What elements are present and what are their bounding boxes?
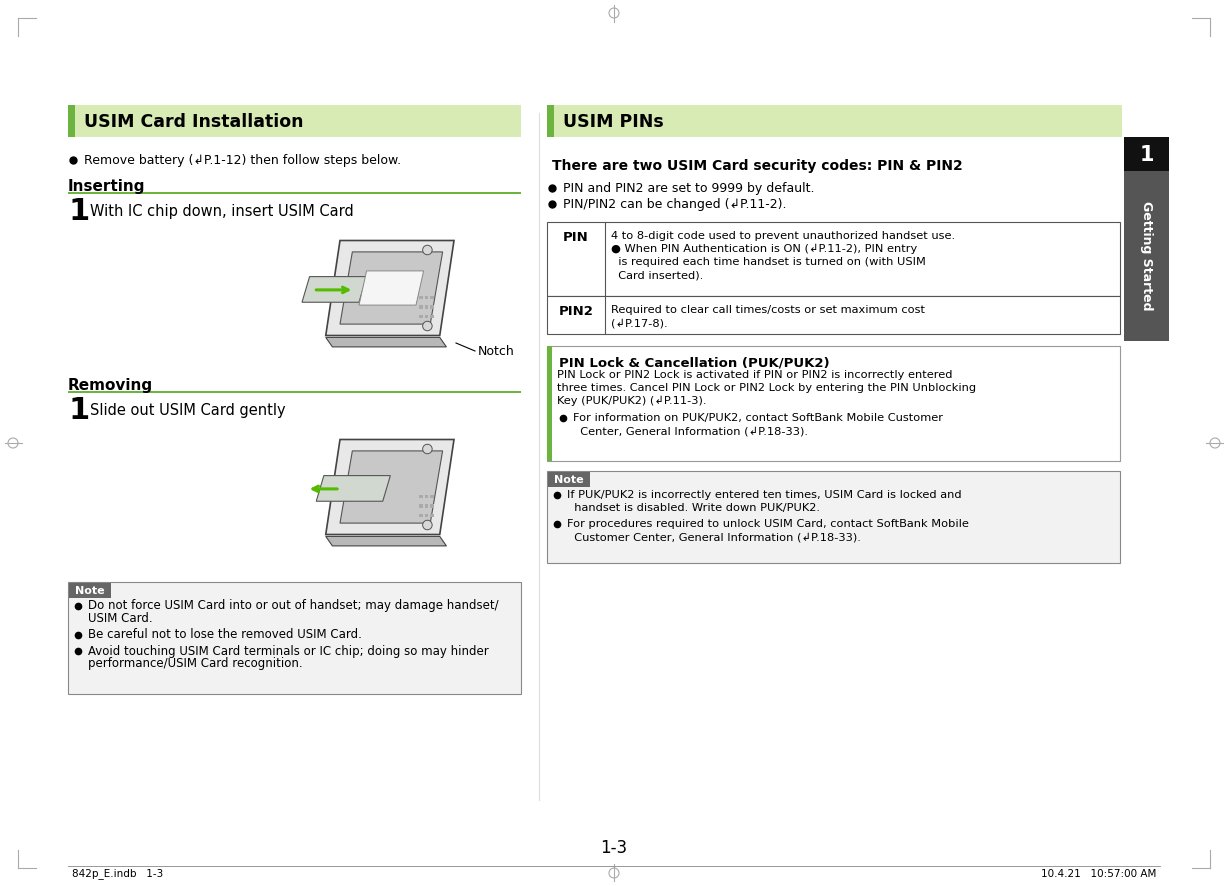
Text: For procedures required to unlock USIM Card, contact SoftBank Mobile: For procedures required to unlock USIM C…: [567, 519, 969, 529]
Bar: [419, 494, 422, 499]
Bar: [68, 105, 75, 137]
Text: Notch: Notch: [478, 345, 515, 357]
Text: ● When PIN Authentication is ON (↲P.11-2), PIN entry: ● When PIN Authentication is ON (↲P.11-2…: [612, 244, 917, 254]
Bar: [425, 504, 429, 508]
Polygon shape: [325, 536, 447, 546]
Text: handset is disabled. Write down PUK/PUK2.: handset is disabled. Write down PUK/PUK2…: [567, 503, 820, 513]
Bar: [425, 296, 429, 299]
Text: Slide out USIM Card gently: Slide out USIM Card gently: [90, 402, 286, 417]
Bar: [419, 514, 422, 517]
Text: Do not force USIM Card into or out of handset; may damage handset/: Do not force USIM Card into or out of ha…: [88, 600, 499, 612]
Bar: [430, 504, 433, 508]
Text: For information on PUK/PUK2, contact SoftBank Mobile Customer: For information on PUK/PUK2, contact Sof…: [573, 413, 943, 423]
Circle shape: [422, 520, 432, 530]
Text: is required each time handset is turned on (with USIM: is required each time handset is turned …: [612, 257, 926, 267]
Polygon shape: [325, 338, 447, 347]
Bar: [425, 315, 429, 318]
Polygon shape: [359, 271, 424, 305]
Polygon shape: [317, 476, 391, 501]
Text: 10.4.21   10:57:00 AM: 10.4.21 10:57:00 AM: [1040, 869, 1156, 879]
Text: Card inserted).: Card inserted).: [612, 270, 704, 280]
Bar: [419, 504, 422, 508]
Bar: [546, 222, 1120, 296]
Text: Inserting: Inserting: [68, 179, 145, 194]
Bar: [68, 391, 521, 393]
Text: Remove battery (↲P.1-12) then follow steps below.: Remove battery (↲P.1-12) then follow ste…: [84, 153, 402, 167]
Text: 4 to 8-digit code used to prevent unauthorized handset use.: 4 to 8-digit code used to prevent unauth…: [612, 231, 955, 241]
Bar: [546, 105, 554, 137]
Circle shape: [422, 444, 432, 454]
Bar: [546, 105, 1122, 137]
Text: Key (PUK/PUK2) (↲P.11-3).: Key (PUK/PUK2) (↲P.11-3).: [558, 396, 706, 407]
Text: PIN: PIN: [564, 231, 589, 244]
Text: 1-3: 1-3: [600, 839, 628, 857]
Bar: [546, 346, 553, 461]
Bar: [546, 296, 1120, 334]
Bar: [419, 315, 422, 318]
Text: (↲P.17-8).: (↲P.17-8).: [612, 318, 668, 328]
Bar: [419, 296, 422, 299]
Bar: [425, 514, 429, 517]
Polygon shape: [340, 252, 442, 324]
Polygon shape: [302, 276, 367, 302]
Circle shape: [422, 322, 432, 330]
Text: PIN2: PIN2: [559, 305, 593, 318]
Bar: [430, 296, 433, 299]
Text: USIM Card.: USIM Card.: [88, 612, 152, 626]
Bar: [419, 305, 422, 309]
Text: 1: 1: [69, 395, 90, 424]
Text: Center, General Information (↲P.18-33).: Center, General Information (↲P.18-33).: [573, 426, 808, 436]
Bar: [430, 514, 433, 517]
Bar: [546, 346, 1120, 461]
Text: Required to clear call times/costs or set maximum cost: Required to clear call times/costs or se…: [612, 305, 925, 315]
Bar: [69, 583, 111, 598]
Bar: [1124, 171, 1169, 341]
Text: Customer Center, General Information (↲P.18-33).: Customer Center, General Information (↲P…: [567, 532, 861, 542]
Text: performance/USIM Card recognition.: performance/USIM Card recognition.: [88, 657, 302, 671]
Polygon shape: [325, 439, 454, 534]
Bar: [68, 582, 521, 694]
Bar: [425, 494, 429, 499]
Text: With IC chip down, insert USIM Card: With IC chip down, insert USIM Card: [90, 204, 354, 219]
Text: USIM PINs: USIM PINs: [562, 113, 664, 131]
Text: If PUK/PUK2 is incorrectly entered ten times, USIM Card is locked and: If PUK/PUK2 is incorrectly entered ten t…: [567, 490, 962, 500]
Polygon shape: [340, 451, 442, 523]
Text: three times. Cancel PIN Lock or PIN2 Lock by entering the PIN Unblocking: three times. Cancel PIN Lock or PIN2 Loc…: [558, 383, 976, 393]
Bar: [68, 105, 521, 137]
Polygon shape: [325, 240, 454, 336]
Text: PIN/PIN2 can be changed (↲P.11-2).: PIN/PIN2 can be changed (↲P.11-2).: [562, 198, 786, 211]
Text: Removing: Removing: [68, 378, 154, 393]
Text: Getting Started: Getting Started: [1140, 201, 1153, 311]
Bar: [430, 305, 433, 309]
Text: Avoid touching USIM Card terminals or IC chip; doing so may hinder: Avoid touching USIM Card terminals or IC…: [88, 644, 489, 657]
Bar: [68, 192, 521, 194]
Text: 1: 1: [69, 197, 90, 226]
Bar: [425, 305, 429, 309]
Bar: [430, 494, 433, 499]
Text: USIM Card Installation: USIM Card Installation: [84, 113, 303, 131]
Text: Note: Note: [75, 586, 104, 595]
Text: Be careful not to lose the removed USIM Card.: Be careful not to lose the removed USIM …: [88, 628, 362, 641]
Text: PIN Lock & Cancellation (PUK/PUK2): PIN Lock & Cancellation (PUK/PUK2): [559, 356, 830, 369]
Text: There are two USIM Card security codes: PIN & PIN2: There are two USIM Card security codes: …: [553, 159, 963, 173]
Text: PIN Lock or PIN2 Lock is activated if PIN or PIN2 is incorrectly entered: PIN Lock or PIN2 Lock is activated if PI…: [558, 370, 953, 380]
Text: Note: Note: [554, 475, 583, 485]
Text: 1: 1: [1140, 145, 1154, 165]
Bar: [1124, 137, 1169, 171]
Bar: [548, 472, 589, 487]
Bar: [430, 315, 433, 318]
Text: 842p_E.indb   1-3: 842p_E.indb 1-3: [72, 868, 163, 880]
Text: PIN and PIN2 are set to 9999 by default.: PIN and PIN2 are set to 9999 by default.: [562, 182, 814, 195]
Circle shape: [422, 245, 432, 255]
Bar: [546, 471, 1120, 563]
